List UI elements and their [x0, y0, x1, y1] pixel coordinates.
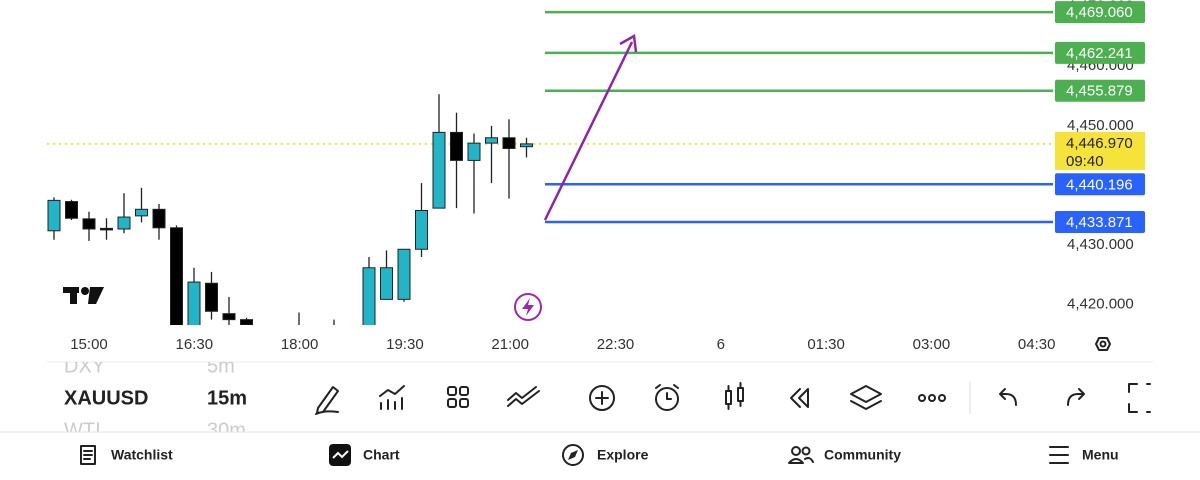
lightning-icon[interactable]	[514, 293, 542, 321]
x-tick-label: 19:30	[386, 336, 424, 353]
candle-body	[380, 267, 393, 300]
level-label-box	[1055, 173, 1145, 196]
candle-body	[485, 137, 498, 144]
fullscreen[interactable]	[1128, 383, 1151, 413]
logo	[63, 287, 104, 304]
candle-body	[82, 218, 96, 230]
symbol[interactable]: WTI	[64, 419, 101, 441]
last-price-label: 4,446.970	[1066, 135, 1133, 152]
candle-body	[100, 227, 113, 231]
toolbar	[315, 382, 1151, 415]
level-label: 4,469.060	[1066, 4, 1133, 21]
templates-tool[interactable]	[447, 386, 469, 408]
level-label-box	[1055, 41, 1145, 64]
candle-body	[432, 131, 446, 209]
x-tick-label: 01:30	[807, 336, 845, 353]
more-tool[interactable]	[918, 394, 946, 402]
interval[interactable]: 5m	[207, 355, 235, 377]
candle-body	[65, 201, 78, 219]
candle-body	[222, 313, 236, 321]
add-tool[interactable]	[589, 385, 615, 411]
x-tick-label: 15:00	[70, 336, 108, 353]
price-axis: 4,420.0004,430.0004,440.0004,450.0004,46…	[1055, 0, 1145, 313]
candle-body	[450, 131, 463, 161]
arrow-head	[619, 33, 638, 53]
interval[interactable]: 30m	[207, 419, 246, 441]
symbol-list[interactable]: DXY 5m XAUUSD 15m WTI 30m	[64, 355, 247, 441]
level-label-box	[1055, 79, 1145, 102]
candle-body	[293, 332, 305, 335]
level-label-box	[1055, 1, 1145, 24]
interval[interactable]: 15m	[207, 387, 247, 409]
candle-body	[397, 248, 411, 300]
alert-tool[interactable]	[655, 384, 679, 411]
indicators-tool[interactable]	[379, 385, 405, 410]
x-tick-label: 6	[717, 336, 725, 353]
y-tick-label: 4,420.000	[1067, 296, 1134, 313]
candle-body	[117, 216, 131, 230]
y-tick-label: 4,450.000	[1067, 117, 1134, 134]
candle-body	[328, 333, 340, 335]
nav-item[interactable]: Menu	[1082, 447, 1119, 463]
candle-body	[152, 208, 166, 229]
level-label: 4,440.196	[1066, 176, 1133, 193]
candle-body	[502, 137, 516, 149]
nav-item[interactable]: Chart	[363, 447, 400, 463]
level-label: 4,433.871	[1066, 214, 1133, 231]
last-price-box	[1055, 131, 1145, 170]
level-label: 4,455.879	[1066, 83, 1133, 100]
candle-body	[362, 267, 376, 325]
candle-body	[47, 199, 61, 232]
redo[interactable]	[1067, 388, 1085, 406]
level-label-box	[1055, 211, 1145, 234]
compare-tool[interactable]	[507, 386, 540, 407]
x-tick-label: 18:00	[281, 336, 319, 353]
candle-body	[205, 282, 218, 312]
chart-type-tool[interactable]	[725, 382, 744, 410]
candle-body	[415, 210, 428, 250]
settings-icon[interactable]	[1095, 337, 1111, 351]
trend-arrow	[543, 41, 634, 221]
level-label: 4,462.241	[1066, 45, 1133, 62]
x-tick-label: 04:30	[1018, 336, 1056, 353]
symbol[interactable]: DXY	[64, 355, 105, 377]
candle-body	[240, 319, 253, 325]
draw-tool[interactable]	[315, 386, 339, 415]
candle-body	[170, 227, 183, 325]
undo[interactable]	[999, 388, 1017, 406]
plot-area	[47, 10, 1053, 335]
candle-body	[467, 142, 481, 161]
nav-item[interactable]: Community	[824, 447, 901, 463]
candle-body	[520, 143, 533, 148]
x-tick-label: 16:30	[176, 336, 214, 353]
candle-body	[187, 281, 201, 325]
candle-body	[135, 208, 148, 217]
x-tick-label: 22:30	[597, 336, 635, 353]
replay-tool[interactable]	[790, 388, 809, 408]
nav-icons	[80, 444, 1069, 466]
layers-tool[interactable]	[850, 385, 882, 410]
nav-item[interactable]: Explore	[597, 447, 649, 463]
bottom-nav: Watchlist Chart Explore Community Menu	[111, 447, 1119, 463]
x-tick-label: 21:00	[491, 336, 529, 353]
y-tick-label: 4,430.000	[1067, 236, 1134, 253]
countdown-label: 09:40	[1066, 153, 1104, 170]
symbol[interactable]: XAUUSD	[64, 387, 148, 409]
nav-item[interactable]: Watchlist	[111, 447, 173, 463]
x-tick-label: 03:00	[913, 336, 951, 353]
